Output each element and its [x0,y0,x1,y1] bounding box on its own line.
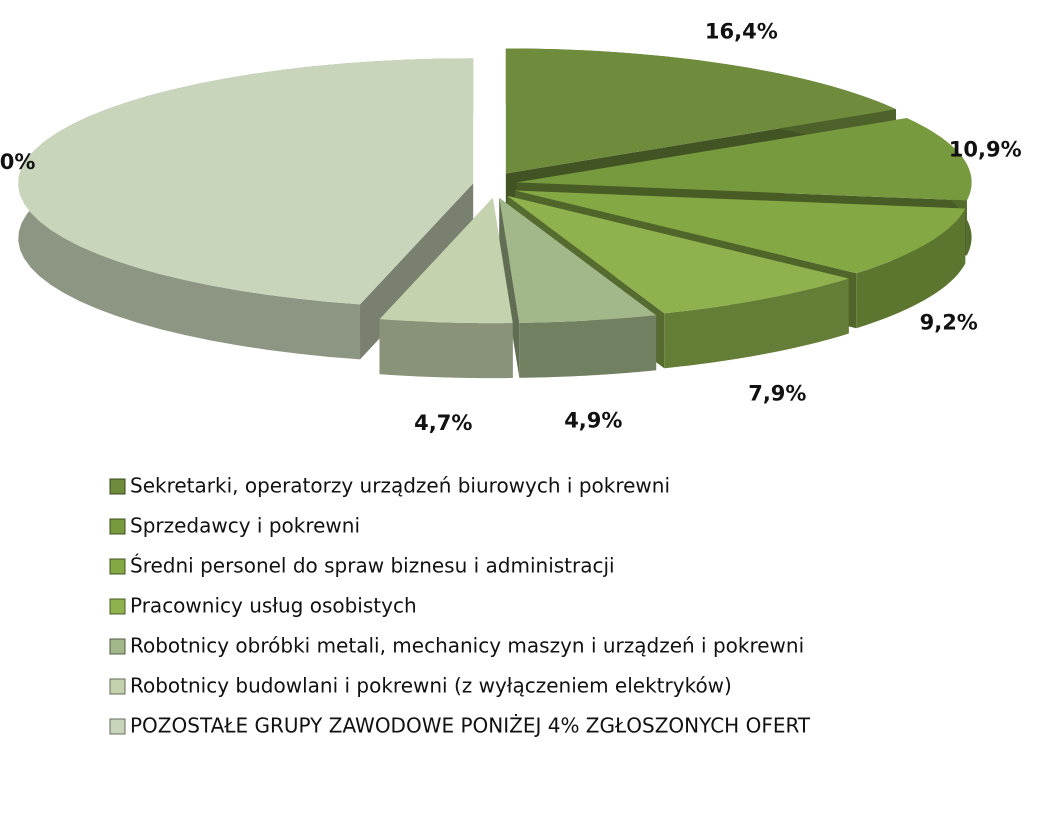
legend-swatch [109,678,126,695]
slice-top [514,190,966,274]
data-label: 10,9% [949,138,1022,162]
legend-swatch [109,518,126,535]
legend-label: Pracownicy usług osobistych [130,594,417,618]
data-label: 9,2% [920,311,978,335]
legend-swatch [109,598,126,615]
slice-top [18,58,474,305]
data-label: 16,4% [705,20,778,44]
slice-top [379,198,513,324]
pie-slice [379,198,513,379]
slice-wall [519,315,657,378]
pie-slice [499,197,657,378]
slice-wall [379,319,513,379]
data-label: 46,0% [0,150,35,174]
slice-wall [664,278,849,369]
legend-swatch [109,478,126,495]
legend-label: POZOSTAŁE GRUPY ZAWODOWE PONIŻEJ 4% ZGŁO… [130,714,811,738]
legend-swatch [109,718,126,735]
legend-label: Robotnicy obróbki metali, mechanicy masz… [130,634,804,658]
legend-label: Robotnicy budowlani i pokrewni (z wyłącz… [130,674,732,698]
data-label: 4,9% [564,409,622,433]
legend-swatch [109,638,126,655]
slice-top [499,197,657,323]
slice-top [505,48,897,174]
legend-label: Średni personel do spraw biznesu i admin… [130,554,615,578]
legend-swatch [109,558,126,575]
slice-side [499,197,520,378]
data-label: 7,9% [748,381,806,405]
slice-wall [856,208,966,329]
slice-top [516,118,972,201]
slice-top [507,195,849,314]
legend-label: Sekretarki, operatorzy urządzeń biurowyc… [130,474,670,498]
data-label: 4,7% [414,411,472,435]
legend-label: Sprzedawcy i pokrewni [130,514,360,538]
